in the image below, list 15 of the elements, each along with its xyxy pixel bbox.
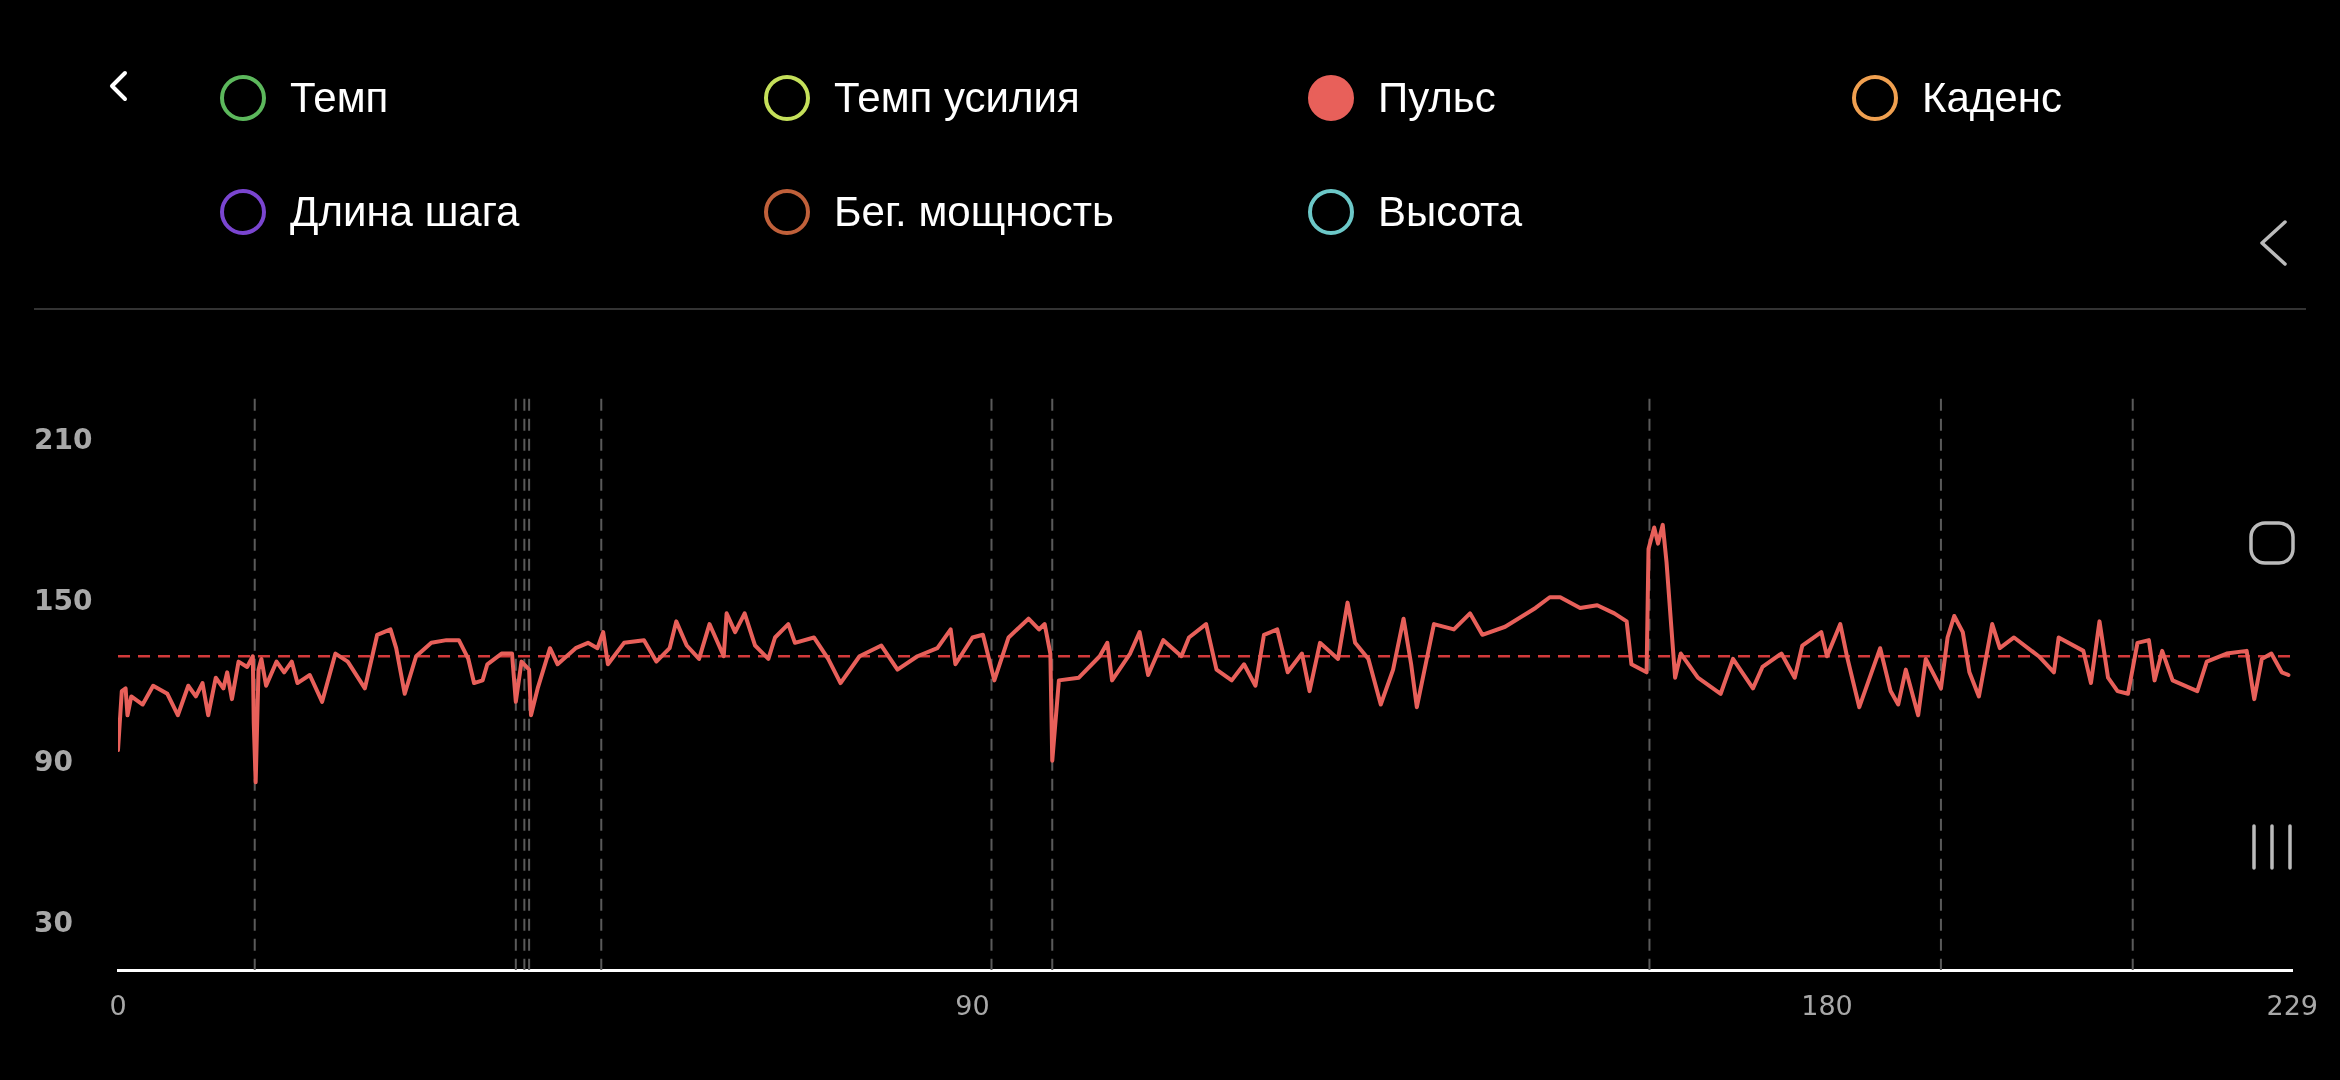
y-tick-label: 150 [34, 583, 93, 617]
x-tick-label: 180 [1801, 990, 1853, 1022]
legend-label: Бег. мощность [834, 188, 1114, 236]
legend-label: Длина шага [290, 188, 520, 236]
y-tick-label: 30 [34, 905, 73, 939]
legend-label: Пульс [1378, 74, 1496, 122]
y-tick-label: 210 [34, 422, 93, 456]
x-tick-label: 90 [955, 990, 990, 1022]
legend-label: Высота [1378, 188, 1523, 236]
legend-label: Темп усилия [834, 74, 1080, 122]
legend-label: Темп [290, 74, 389, 122]
y-tick-label: 90 [34, 744, 73, 778]
legend-label: Каденс [1922, 74, 2062, 122]
x-tick-label: 0 [109, 990, 127, 1022]
x-tick-label: 229 [2266, 990, 2319, 1022]
